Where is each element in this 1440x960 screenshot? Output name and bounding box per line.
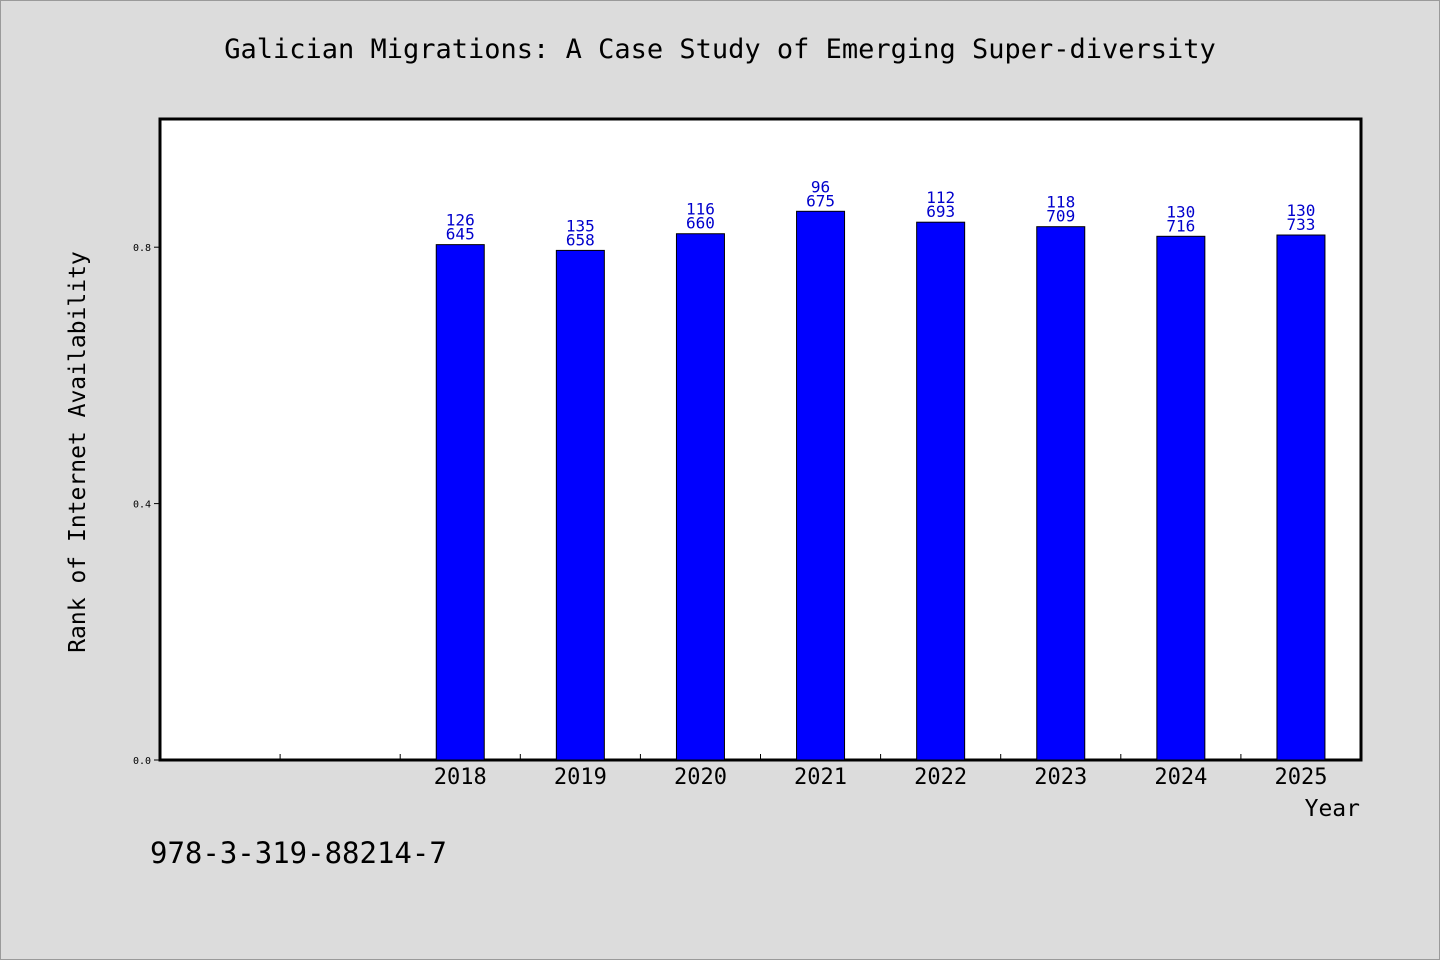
bar-2024: [1156, 235, 1206, 761]
data-label-bottom: 693: [926, 202, 955, 221]
data-label-bottom: 709: [1046, 207, 1075, 226]
bar-2022: [916, 221, 966, 761]
y-tick-label: 0.8: [133, 243, 151, 254]
bar-2019: [555, 249, 605, 761]
x-tick-label: 2022: [914, 765, 967, 790]
data-label-top: 112: [926, 188, 955, 207]
x-tick-label: 2024: [1154, 765, 1207, 790]
x-axis: 2018 2019 2020 2021 2022 2023 2024 2025: [279, 754, 1327, 790]
x-tick-label: 2023: [1034, 765, 1087, 790]
x-tick-label: 2021: [794, 765, 847, 790]
data-label-bottom: 733: [1286, 215, 1315, 234]
data-label-bottom: 645: [446, 225, 475, 244]
bar-2018: [435, 244, 485, 761]
data-label-top: 130: [1286, 201, 1315, 220]
bar-2020: [675, 233, 725, 761]
data-label-top: 116: [686, 200, 715, 219]
data-label-bottom: 658: [566, 230, 595, 249]
data-label-top: 126: [446, 211, 475, 230]
chart-title: Galician Migrations: A Case Study of Eme…: [224, 34, 1216, 65]
data-label-top: 96: [811, 177, 830, 196]
bar-2023: [1036, 226, 1086, 761]
x-tick-label: 2025: [1274, 765, 1327, 790]
data-label-bottom: 716: [1166, 216, 1195, 235]
data-label-top: 118: [1046, 193, 1075, 212]
data-label-top: 135: [566, 216, 595, 235]
bar-2025: [1276, 234, 1326, 761]
y-axis: 0.0 0.4 0.8: [133, 243, 160, 767]
x-tick-label: 2018: [434, 765, 487, 790]
y-tick-label: 0.4: [133, 500, 151, 511]
bars-layer: [435, 210, 1326, 761]
isbn-text: 978-3-319-88214-7: [150, 836, 447, 870]
x-tick-label: 2020: [674, 765, 727, 790]
bar-2021: [796, 210, 846, 761]
data-label-bottom: 660: [686, 214, 715, 233]
y-tick-label: 0.0: [133, 756, 151, 767]
x-axis-label: Year: [1304, 796, 1360, 822]
x-tick-label: 2019: [554, 765, 607, 790]
data-label-bottom: 675: [806, 191, 835, 210]
data-label-top: 130: [1166, 202, 1195, 221]
